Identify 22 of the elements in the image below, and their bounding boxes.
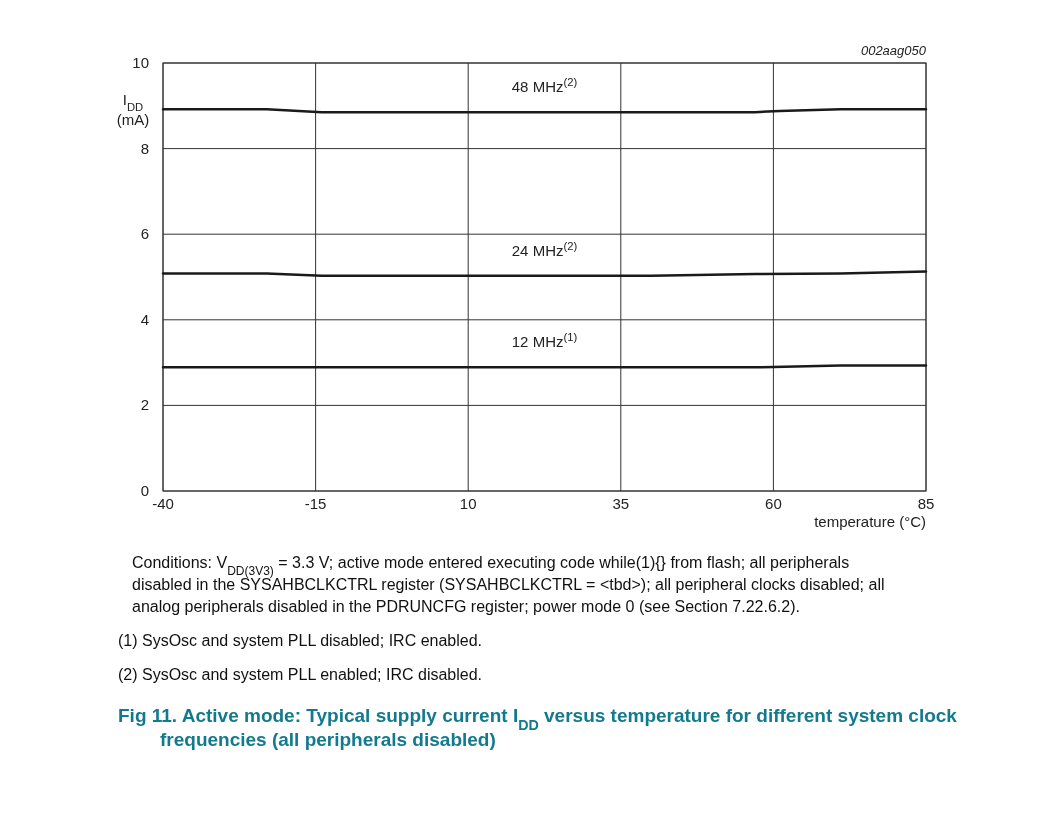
- text: Conditions: V$_{DD(3V3)}$ = 3.3 V; active mode entered executing code while(1){} from flash; all peripherals disabled in the SYSAHBCLKCTRL register (SYSAHBCLKCTRL = <tbd>); all peripheral clocks disabled; all analog peripherals disabled in the PDRUNCFG register; power mode 0 (see Section 7.22.6.2).: [132, 554, 885, 615]
- y-tick-label: 0: [140, 482, 149, 499]
- chart-title: Fig 11. Active mode: Typical supply current I$_{DD}$ versus temperature for different system clock frequencies (all peripherals disabled): [118, 705, 957, 750]
- series-label: 12 MHz$^{(1)}$: [511, 331, 578, 351]
- x-tick-label: -40: [152, 495, 174, 512]
- x-tick-label: -15: [304, 495, 327, 512]
- y-axis-title: I$_{DD}$ (mA): [116, 91, 150, 128]
- x-tick-label: 10: [459, 495, 477, 512]
- x-tick-label: 35: [612, 495, 630, 512]
- series-label: 48 MHz$^{(2)}$: [511, 76, 578, 96]
- y-tick-label: 2: [140, 396, 149, 414]
- y-tick-label: 6: [140, 225, 149, 243]
- y-tick-label: 8: [140, 139, 149, 157]
- text: (2) SysOsc and system PLL enabled; IRC disabled.: [118, 666, 483, 683]
- x-tick-label: 60: [765, 495, 782, 512]
- x-axis-title: temperature (°C): [814, 513, 926, 530]
- y-tick-label: 4: [140, 310, 149, 328]
- text: (1) SysOsc and system PLL disabled; IRC enabled.: [118, 632, 483, 649]
- text: 002aag050: [860, 43, 927, 58]
- series-label: 24 MHz$^{(2)}$: [511, 239, 578, 259]
- x-tick-label: 85: [917, 495, 935, 512]
- y-tick-label: 10: [132, 54, 149, 71]
